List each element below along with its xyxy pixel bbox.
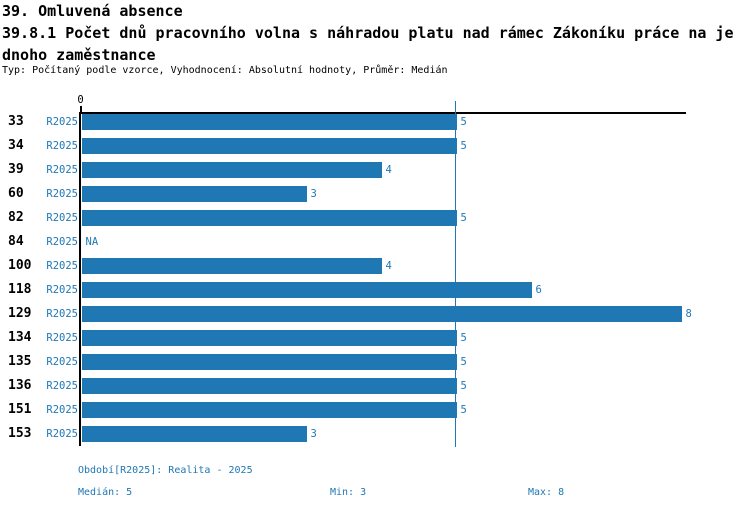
chart-row: 100 R2025 4 [0,258,750,274]
series-label: R2025 [46,284,78,296]
category-label: 129 [8,306,32,321]
bar [81,330,457,346]
series-label: R2025 [46,212,78,224]
value-label: 8 [685,308,692,320]
series-label: R2025 [46,308,78,320]
category-label: 135 [8,354,32,369]
series-label: R2025 [46,260,78,272]
category-label: 136 [8,378,32,393]
bar [81,258,382,274]
value-label: 5 [460,212,467,224]
bar [81,306,682,322]
chart-row: 39 R2025 4 [0,162,750,178]
value-label: 6 [535,284,542,296]
series-label: R2025 [46,380,78,392]
value-label: 4 [385,164,392,176]
x-axis-line [79,112,686,114]
metric-title-line2: dnoho zaměstnance [2,46,156,64]
chart-row: 34 R2025 5 [0,138,750,154]
value-label: 3 [310,428,317,440]
x-axis-tick-label-zero: 0 [77,94,84,106]
category-label: 118 [8,282,32,297]
category-label: 60 [8,186,24,201]
bar [81,210,457,226]
chart-row: 135 R2025 5 [0,354,750,370]
series-label: R2025 [46,164,78,176]
value-label: NA [85,236,99,248]
category-label: 84 [8,234,24,249]
bar [81,138,457,154]
stat-min: Min: 3 [330,487,367,498]
value-label: 5 [460,140,467,152]
period-label: Období[R2025]: Realita - 2025 [78,465,253,476]
x-axis-tick-mark [80,106,82,112]
chart-row: 33 R2025 5 [0,114,750,130]
series-label: R2025 [46,404,78,416]
chart-row: 136 R2025 5 [0,378,750,394]
value-label: 5 [460,332,467,344]
section-title: 39. Omluvená absence [2,2,183,20]
chart-row: 129 R2025 8 [0,306,750,322]
stat-median: Medián: 5 [78,487,133,498]
value-label: 5 [460,356,467,368]
series-label: R2025 [46,428,78,440]
chart-row: 82 R2025 5 [0,210,750,226]
chart-row: 84 R2025 NA [0,234,750,250]
value-label: 4 [385,260,392,272]
series-label: R2025 [46,140,78,152]
bar [81,282,532,298]
bar [81,186,307,202]
bar [81,354,457,370]
chart-row: 60 R2025 3 [0,186,750,202]
chart-row: 153 R2025 3 [0,426,750,442]
chart-row: 118 R2025 6 [0,282,750,298]
series-label: R2025 [46,236,78,248]
metric-title-line1: 39.8.1 Počet dnů pracovního volna s náhr… [2,24,734,42]
series-label: R2025 [46,116,78,128]
category-label: 153 [8,426,32,441]
category-label: 100 [8,258,32,273]
median-reference-line [454,101,456,447]
bar [81,162,382,178]
chart-row: 134 R2025 5 [0,330,750,346]
series-label: R2025 [46,188,78,200]
category-label: 151 [8,402,32,417]
category-label: 39 [8,162,24,177]
value-label: 3 [310,188,317,200]
series-label: R2025 [46,332,78,344]
value-label: 5 [460,380,467,392]
category-label: 34 [8,138,24,153]
stat-max: Max: 8 [528,487,565,498]
category-label: 82 [8,210,24,225]
bar [81,402,457,418]
chart-row: 151 R2025 5 [0,402,750,418]
category-label: 134 [8,330,32,345]
bar [81,114,457,130]
y-axis-line [79,112,81,446]
chart-subtitle: Typ: Počítaný podle vzorce, Vyhodnocení:… [2,65,448,76]
category-label: 33 [8,114,24,129]
bar [81,378,457,394]
value-label: 5 [460,116,467,128]
bar [81,426,307,442]
value-label: 5 [460,404,467,416]
series-label: R2025 [46,356,78,368]
